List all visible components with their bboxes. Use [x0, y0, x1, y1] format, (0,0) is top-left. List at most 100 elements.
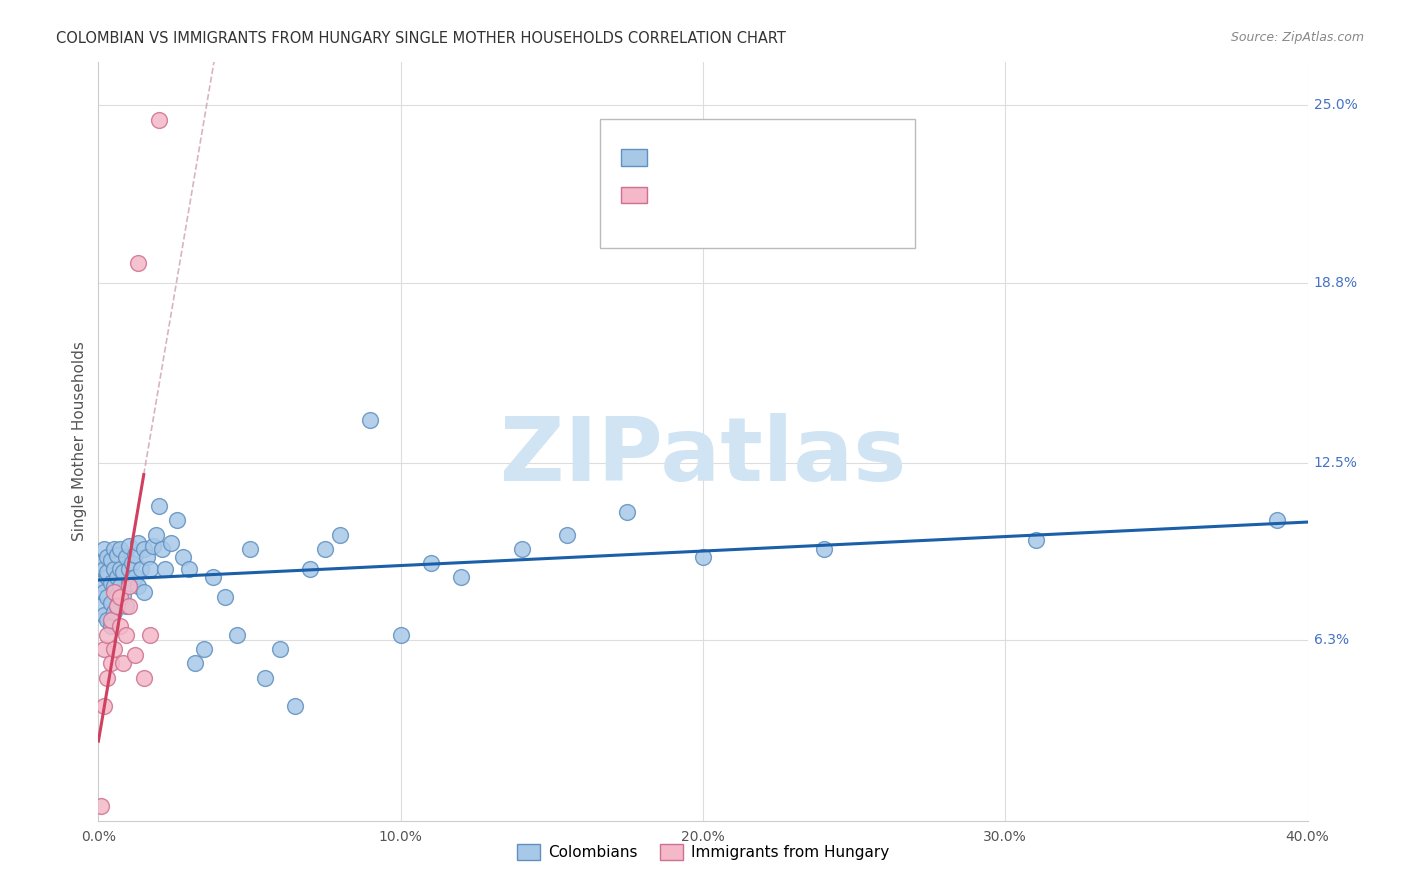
Text: 0.0%: 0.0%	[82, 830, 115, 844]
Point	[153, 562, 176, 576]
Point	[389, 628, 412, 642]
Point	[100, 619, 122, 633]
Point	[314, 541, 336, 556]
Point	[90, 599, 112, 613]
Point	[100, 596, 122, 610]
Point	[108, 591, 131, 605]
Point	[100, 576, 122, 591]
Point	[103, 562, 125, 576]
Point	[93, 607, 115, 622]
Point	[111, 657, 134, 671]
Point	[103, 579, 125, 593]
Point	[450, 570, 472, 584]
Point	[132, 671, 155, 685]
Point	[127, 536, 149, 550]
Point	[96, 550, 118, 565]
Text: 10.0%: 10.0%	[378, 830, 423, 844]
Point	[108, 541, 131, 556]
Text: 40.0%: 40.0%	[1285, 830, 1330, 844]
Point	[103, 642, 125, 657]
Point	[193, 642, 215, 657]
Point	[269, 642, 291, 657]
Text: 20.0%: 20.0%	[681, 830, 725, 844]
Point	[93, 584, 115, 599]
Point	[96, 671, 118, 685]
Point	[103, 605, 125, 619]
Text: 6.3%: 6.3%	[1313, 633, 1348, 648]
Point	[103, 541, 125, 556]
Point	[114, 628, 136, 642]
Point	[1024, 533, 1046, 548]
Point	[96, 591, 118, 605]
Point	[118, 562, 141, 576]
Point	[105, 570, 128, 584]
Point	[148, 499, 170, 513]
Point	[100, 553, 122, 567]
Point	[616, 505, 638, 519]
Point	[166, 513, 188, 527]
Point	[90, 576, 112, 591]
Point	[129, 562, 152, 576]
Text: 25.0%: 25.0%	[1313, 98, 1357, 112]
Point	[360, 413, 382, 427]
FancyBboxPatch shape	[600, 120, 915, 248]
Point	[118, 579, 141, 593]
Text: N = 21: N = 21	[769, 187, 827, 202]
Point	[145, 527, 167, 541]
Point	[124, 648, 146, 662]
Point	[135, 550, 157, 565]
Point	[100, 613, 122, 627]
Point	[184, 657, 207, 671]
Text: 18.8%: 18.8%	[1313, 276, 1358, 290]
Point	[103, 584, 125, 599]
Point	[93, 699, 115, 714]
FancyBboxPatch shape	[621, 149, 647, 166]
Point	[105, 599, 128, 613]
Point	[226, 628, 249, 642]
Point	[105, 548, 128, 562]
Point	[253, 671, 276, 685]
Point	[111, 565, 134, 579]
Point	[239, 541, 262, 556]
Point	[202, 570, 225, 584]
Point	[90, 799, 112, 814]
Point	[132, 541, 155, 556]
Point	[284, 699, 307, 714]
Point	[105, 599, 128, 613]
Point	[96, 613, 118, 627]
Point	[1267, 513, 1289, 527]
Point	[179, 562, 201, 576]
Text: ZIPatlas: ZIPatlas	[501, 413, 905, 500]
Point	[118, 599, 141, 613]
Text: R =  0.162: R = 0.162	[662, 150, 744, 165]
Point	[93, 562, 115, 576]
Point	[329, 527, 352, 541]
Point	[111, 588, 134, 602]
Point	[127, 579, 149, 593]
Legend: Colombians, Immigrants from Hungary: Colombians, Immigrants from Hungary	[510, 838, 896, 866]
Point	[172, 550, 194, 565]
Point	[813, 541, 835, 556]
Point	[93, 541, 115, 556]
Point	[118, 576, 141, 591]
Point	[127, 256, 149, 270]
Text: 12.5%: 12.5%	[1313, 456, 1358, 470]
Text: N = 76: N = 76	[769, 150, 827, 165]
Point	[299, 562, 322, 576]
Point	[555, 527, 578, 541]
Point	[121, 556, 143, 570]
Point	[124, 570, 146, 584]
Point	[96, 565, 118, 579]
Point	[420, 556, 443, 570]
Point	[139, 562, 162, 576]
Text: Source: ZipAtlas.com: Source: ZipAtlas.com	[1230, 31, 1364, 45]
Point	[139, 628, 162, 642]
Point	[142, 539, 165, 553]
Point	[108, 619, 131, 633]
Point	[214, 591, 236, 605]
Point	[124, 548, 146, 562]
FancyBboxPatch shape	[621, 186, 647, 203]
Point	[108, 579, 131, 593]
Point	[93, 642, 115, 657]
Point	[148, 112, 170, 127]
